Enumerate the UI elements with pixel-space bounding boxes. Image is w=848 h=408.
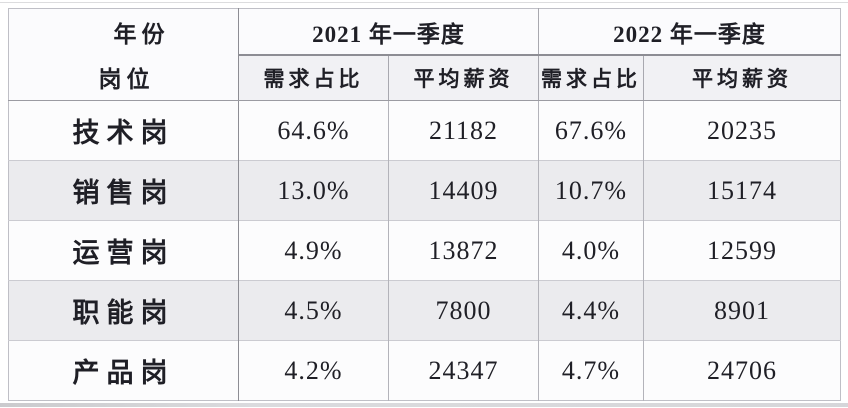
cell-2022-avg-salary: 12599 [643, 220, 841, 281]
table-row-product: 产品岗 4.2% 24347 4.7% 24706 [8, 340, 841, 401]
subheader-2021-avg-salary: 平均薪资 [388, 55, 539, 101]
cell-2021-avg-salary: 13872 [388, 220, 539, 281]
cell-2022-demand-share: 4.4% [538, 280, 644, 341]
cell-2021-demand-share: 4.2% [238, 340, 389, 401]
cell-2021-demand-share: 4.9% [238, 220, 389, 281]
cell-2022-demand-share: 4.7% [538, 340, 644, 401]
subheader-2022-avg-salary: 平均薪资 [643, 55, 841, 101]
cell-2022-demand-share: 4.0% [538, 220, 644, 281]
cell-2021-demand-share: 4.5% [238, 280, 389, 341]
table-row-sales: 销售岗 13.0% 14409 10.7% 15174 [8, 160, 841, 221]
row-label: 职能岗 [8, 280, 239, 341]
row-label: 技术岗 [8, 100, 239, 161]
frame-top-hairline [0, 2, 848, 3]
table-row-operations: 运营岗 4.9% 13872 4.0% 12599 [8, 220, 841, 281]
cell-2021-avg-salary: 14409 [388, 160, 539, 221]
table-row-functional: 职能岗 4.5% 7800 4.4% 8901 [8, 280, 841, 341]
corner-cell-year-position: 年份 岗位 [8, 8, 239, 101]
cell-2022-avg-salary: 24706 [643, 340, 841, 401]
cell-2022-demand-share: 67.6% [538, 100, 644, 161]
cell-2021-avg-salary: 7800 [388, 280, 539, 341]
row-label: 产品岗 [8, 340, 239, 401]
cell-2021-demand-share: 13.0% [238, 160, 389, 221]
year-group-2021: 2021 年一季度 [238, 8, 539, 56]
cell-2021-demand-share: 64.6% [277, 115, 350, 145]
cell-2022-avg-salary: 8901 [643, 280, 841, 341]
cell-2021-avg-salary: 24347 [388, 340, 539, 401]
year-group-2022: 2022 年一季度 [538, 8, 841, 56]
row-label: 销售岗 [8, 160, 239, 221]
cell-2022-avg-salary: 15174 [643, 160, 841, 221]
year-header-row: 年份 岗位 2021 年一季度 2022 年一季度 [8, 8, 841, 101]
frame-bottom-band [0, 403, 848, 407]
salary-table-container: 年份 岗位 2021 年一季度 2022 年一季度 需求占比 平均薪资 需求占比… [8, 8, 841, 401]
table-row-technical: 技术岗 64.6% 21182 67.6% 20235 [8, 100, 841, 161]
salary-table: 年份 岗位 2021 年一季度 2022 年一季度 需求占比 平均薪资 需求占比… [8, 8, 841, 401]
subheader-row: 需求占比 平均薪资 需求占比 平均薪资 [9, 55, 841, 101]
cell-2022-avg-salary: 20235 [643, 100, 841, 161]
subheader-2022-demand-share: 需求占比 [538, 55, 644, 101]
subheader-2021-demand-share: 需求占比 [238, 55, 389, 101]
cell-2021-avg-salary: 21182 [388, 100, 539, 161]
corner-label-year: 年份 [113, 22, 170, 48]
corner-label-position: 岗位 [98, 66, 155, 92]
row-label: 运营岗 [8, 220, 239, 281]
cell-2022-demand-share: 10.7% [538, 160, 644, 221]
